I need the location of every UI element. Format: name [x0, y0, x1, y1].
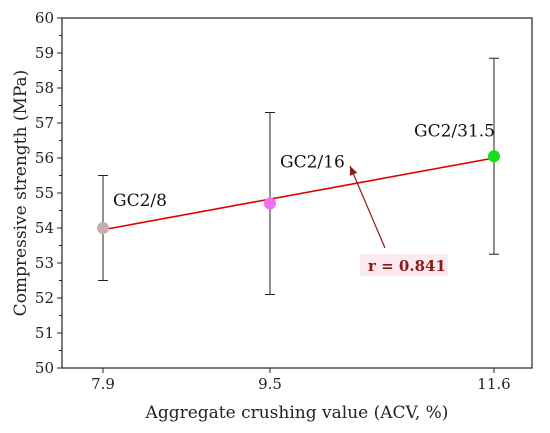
- y-tick-label: 60: [35, 9, 54, 27]
- point-label: GC2/16: [280, 153, 345, 173]
- fit-line: [102, 157, 495, 231]
- y-tick-label: 53: [35, 254, 54, 272]
- y-tick-label: 55: [35, 184, 54, 202]
- y-axis-title: Compressive strength (MPa): [11, 70, 31, 317]
- y-tick-label: 57: [35, 114, 54, 132]
- y-tick-label: 56: [35, 149, 54, 167]
- annotation-arrow: [349, 165, 386, 249]
- y-tick-label: 51: [35, 324, 54, 342]
- x-tick-label: 7.9: [91, 375, 115, 393]
- y-tick-label: 59: [35, 44, 54, 62]
- y-tick-label: 50: [35, 359, 54, 377]
- annotation-background: [360, 254, 448, 276]
- data-point: [264, 197, 276, 210]
- data-points: GC2/8 GC2/16 GC2/31.5: [97, 121, 500, 234]
- data-point: [488, 150, 500, 163]
- plot-area: [61, 17, 533, 369]
- point-label: GC2/8: [113, 191, 167, 211]
- data-point: [97, 222, 109, 234]
- y-tick-label: 54: [35, 219, 54, 237]
- y-tick-label: 58: [35, 79, 54, 97]
- x-axis-title: Aggregate crushing value (ACV, %): [145, 403, 449, 423]
- x-tick-label: 11.6: [477, 375, 510, 393]
- annotation-arrowhead: [349, 166, 358, 176]
- y-axis: 50 51 52 53 54 55 56 57 58 59 60: [35, 9, 62, 377]
- x-axis: 7.9 9.5 11.6: [91, 368, 511, 393]
- point-label: GC2/31.5: [414, 121, 495, 141]
- x-tick-label: 9.5: [258, 375, 282, 393]
- annotation-text: r = 0.841: [368, 257, 446, 275]
- y-tick-label: 52: [35, 289, 54, 307]
- correlation-annotation: r = 0.841: [349, 165, 448, 276]
